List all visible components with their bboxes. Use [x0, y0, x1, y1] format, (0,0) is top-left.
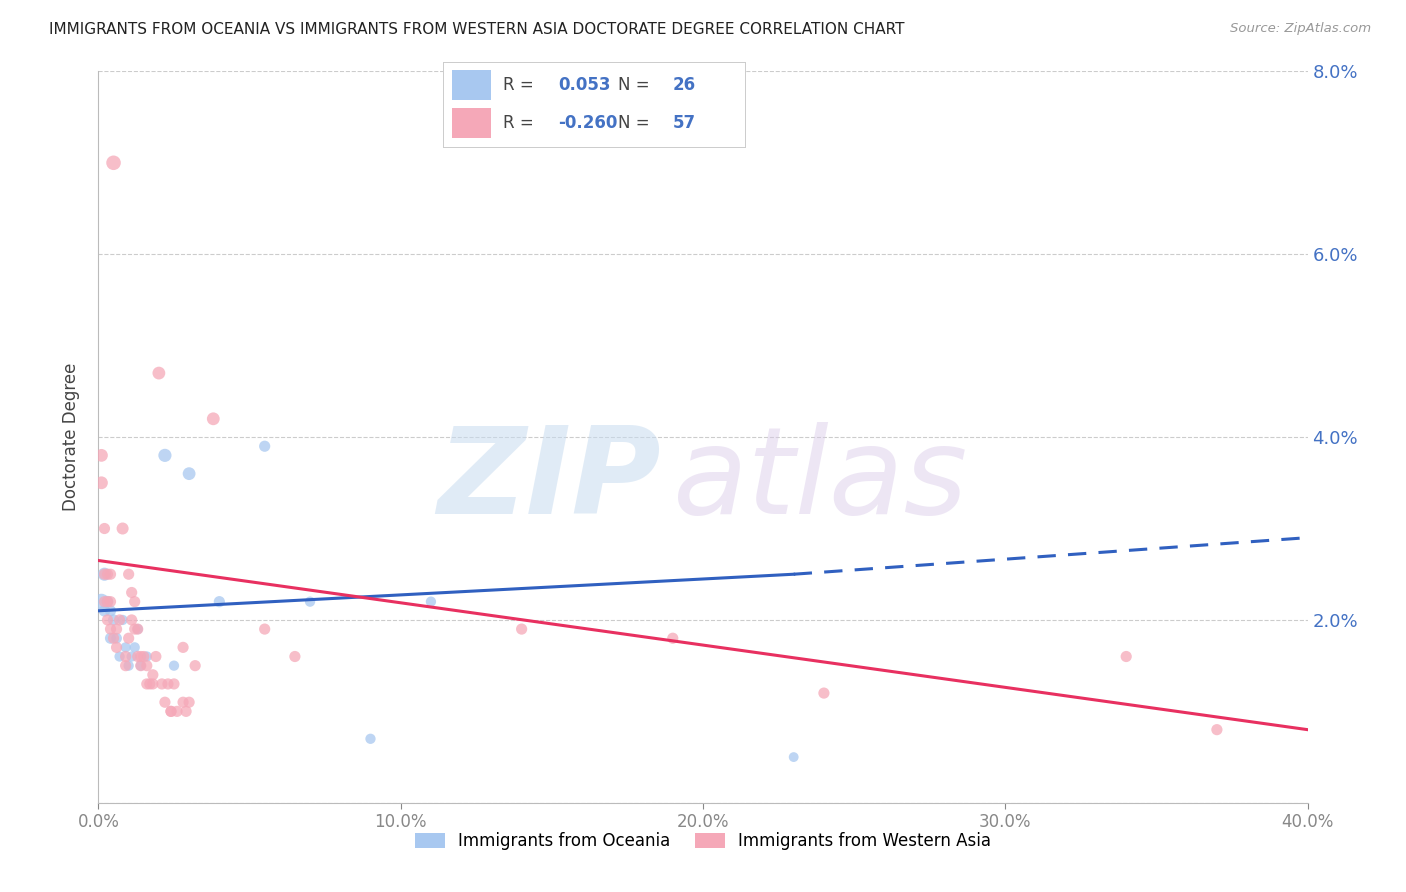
Point	[108, 613, 131, 627]
Point	[813, 686, 835, 700]
Point	[127, 649, 149, 664]
Point	[202, 412, 225, 426]
Point	[118, 567, 141, 582]
Point	[172, 695, 194, 709]
Text: -0.260: -0.260	[558, 114, 617, 132]
Point	[121, 585, 143, 599]
Point	[208, 595, 231, 609]
Point	[160, 705, 183, 719]
Point	[135, 677, 157, 691]
Text: N =: N =	[619, 76, 655, 94]
Point	[142, 677, 165, 691]
Point	[103, 632, 125, 646]
Point	[124, 595, 146, 609]
Point	[90, 449, 112, 463]
Bar	[451, 70, 491, 100]
Point	[121, 649, 143, 664]
Point	[179, 467, 201, 481]
Point	[179, 695, 201, 709]
Point	[111, 613, 134, 627]
Point	[114, 658, 136, 673]
Point	[127, 622, 149, 636]
Point	[100, 632, 122, 646]
Text: Source: ZipAtlas.com: Source: ZipAtlas.com	[1230, 22, 1371, 36]
Point	[420, 595, 443, 609]
Point	[118, 658, 141, 673]
Point	[103, 155, 125, 169]
Point	[93, 595, 115, 609]
Point	[129, 649, 152, 664]
Point	[145, 649, 167, 664]
Point	[510, 622, 533, 636]
Point	[150, 677, 173, 691]
Point	[132, 649, 155, 664]
Text: 26: 26	[672, 76, 696, 94]
Point	[163, 658, 186, 673]
Point	[163, 677, 186, 691]
Text: R =: R =	[503, 76, 540, 94]
Point	[93, 567, 115, 582]
Point	[299, 595, 322, 609]
Point	[148, 366, 170, 380]
Text: IMMIGRANTS FROM OCEANIA VS IMMIGRANTS FROM WESTERN ASIA DOCTORATE DEGREE CORRELA: IMMIGRANTS FROM OCEANIA VS IMMIGRANTS FR…	[49, 22, 904, 37]
Text: atlas: atlas	[672, 423, 969, 540]
Point	[253, 622, 276, 636]
Point	[129, 658, 152, 673]
Point	[96, 595, 118, 609]
Point	[129, 658, 152, 673]
Legend: Immigrants from Oceania, Immigrants from Western Asia: Immigrants from Oceania, Immigrants from…	[408, 825, 998, 856]
Point	[139, 677, 162, 691]
Point	[156, 677, 179, 691]
Point	[103, 613, 125, 627]
Point	[1206, 723, 1229, 737]
Point	[108, 649, 131, 664]
Point	[135, 649, 157, 664]
Text: ZIP: ZIP	[437, 423, 661, 540]
Point	[93, 521, 115, 535]
Text: R =: R =	[503, 114, 540, 132]
Point	[142, 667, 165, 681]
Y-axis label: Doctorate Degree: Doctorate Degree	[62, 363, 80, 511]
Point	[96, 567, 118, 582]
Point	[360, 731, 382, 746]
Point	[90, 475, 112, 490]
Point	[661, 632, 683, 646]
Point	[284, 649, 307, 664]
Point	[96, 613, 118, 627]
Point	[100, 622, 122, 636]
Point	[100, 595, 122, 609]
Point	[124, 640, 146, 655]
Point	[172, 640, 194, 655]
Point	[127, 622, 149, 636]
Point	[253, 439, 276, 453]
Bar	[451, 108, 491, 138]
Point	[90, 595, 112, 609]
Point	[105, 622, 128, 636]
Point	[93, 567, 115, 582]
Point	[111, 521, 134, 535]
Point	[160, 705, 183, 719]
Point	[124, 622, 146, 636]
Point	[174, 705, 197, 719]
Text: N =: N =	[619, 114, 655, 132]
Point	[93, 604, 115, 618]
Point	[105, 632, 128, 646]
Point	[100, 567, 122, 582]
Point	[100, 604, 122, 618]
Point	[96, 595, 118, 609]
Point	[135, 658, 157, 673]
Point	[118, 632, 141, 646]
Point	[153, 695, 176, 709]
Text: 57: 57	[672, 114, 696, 132]
Point	[121, 613, 143, 627]
Point	[184, 658, 207, 673]
Point	[114, 640, 136, 655]
Point	[153, 449, 176, 463]
Point	[166, 705, 188, 719]
Point	[114, 649, 136, 664]
Text: 0.053: 0.053	[558, 76, 610, 94]
Point	[783, 750, 806, 764]
Point	[1115, 649, 1137, 664]
Point	[105, 640, 128, 655]
